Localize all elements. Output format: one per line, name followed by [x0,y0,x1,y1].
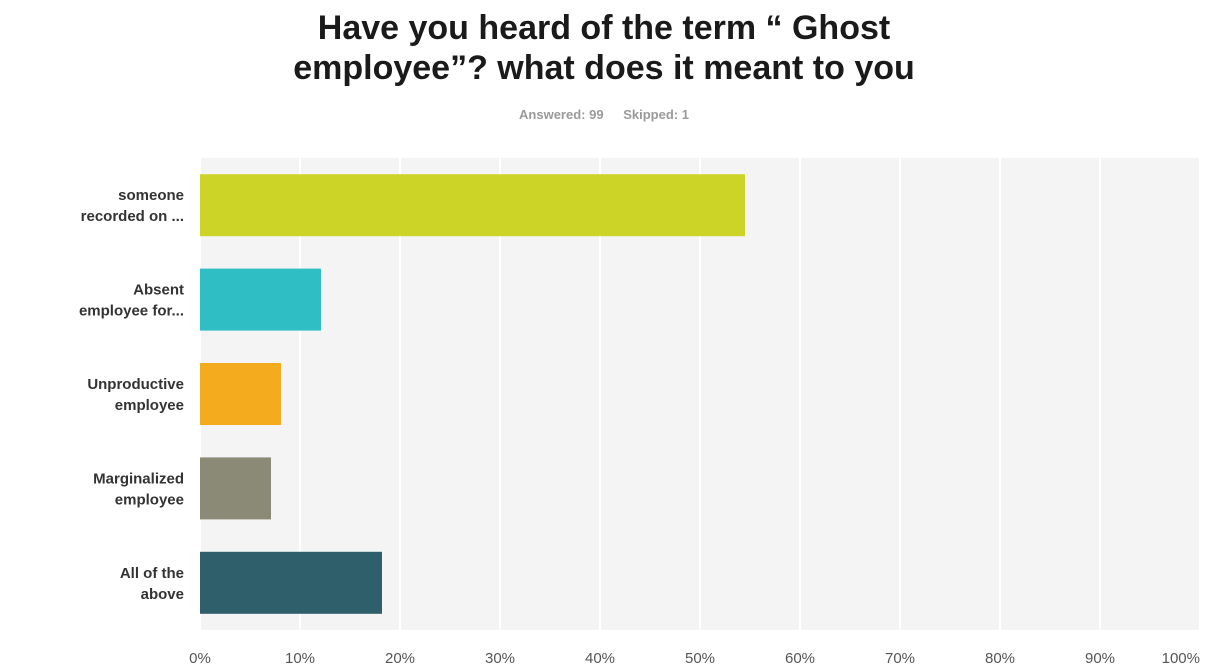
x-tick-label: 100% [1162,650,1200,665]
chart-title-line-2: employee”? what does it meant to you [293,49,915,87]
category-label: someone recorded on ... [81,187,184,225]
x-tick-label: 10% [285,650,315,665]
answered-count: Answered: 99 [519,107,604,122]
category-label-line: employee for... [79,303,184,320]
category-label-line: someone [118,187,184,204]
x-tick-label: 20% [385,650,415,665]
x-tick-label: 60% [785,650,815,665]
x-tick-label: 80% [985,650,1015,665]
category-label-line: employee [115,397,184,414]
category-label-line: Absent [133,282,184,299]
bar [200,551,382,614]
bar [200,457,271,520]
category-label-line: Marginalized [93,470,184,487]
x-tick-label: 40% [585,650,615,665]
x-tick-label: 30% [485,650,515,665]
category-label-line: Unproductive [87,376,184,393]
category-label: Absent employee for... [79,282,184,320]
category-label-line: All of the [120,565,184,582]
category-label-line: above [141,586,184,603]
category-label: Unproductive employee [87,376,184,414]
bar [200,174,745,237]
bar [200,268,321,331]
x-tick-label: 70% [885,650,915,665]
x-tick-label: 50% [685,650,715,665]
x-tick-label: 0% [189,650,211,665]
category-label: Marginalized employee [93,470,184,508]
category-label-line: recorded on ... [81,208,184,225]
category-label-line: employee [115,491,184,508]
skipped-count: Skipped: 1 [623,107,689,122]
response-stats: Answered: 99 Skipped: 1 [0,107,1208,122]
bar [200,363,281,425]
category-label: All of the above [120,565,184,603]
chart-title-line-1: Have you heard of the term “ Ghost [317,9,891,47]
x-tick-label: 90% [1085,650,1115,665]
